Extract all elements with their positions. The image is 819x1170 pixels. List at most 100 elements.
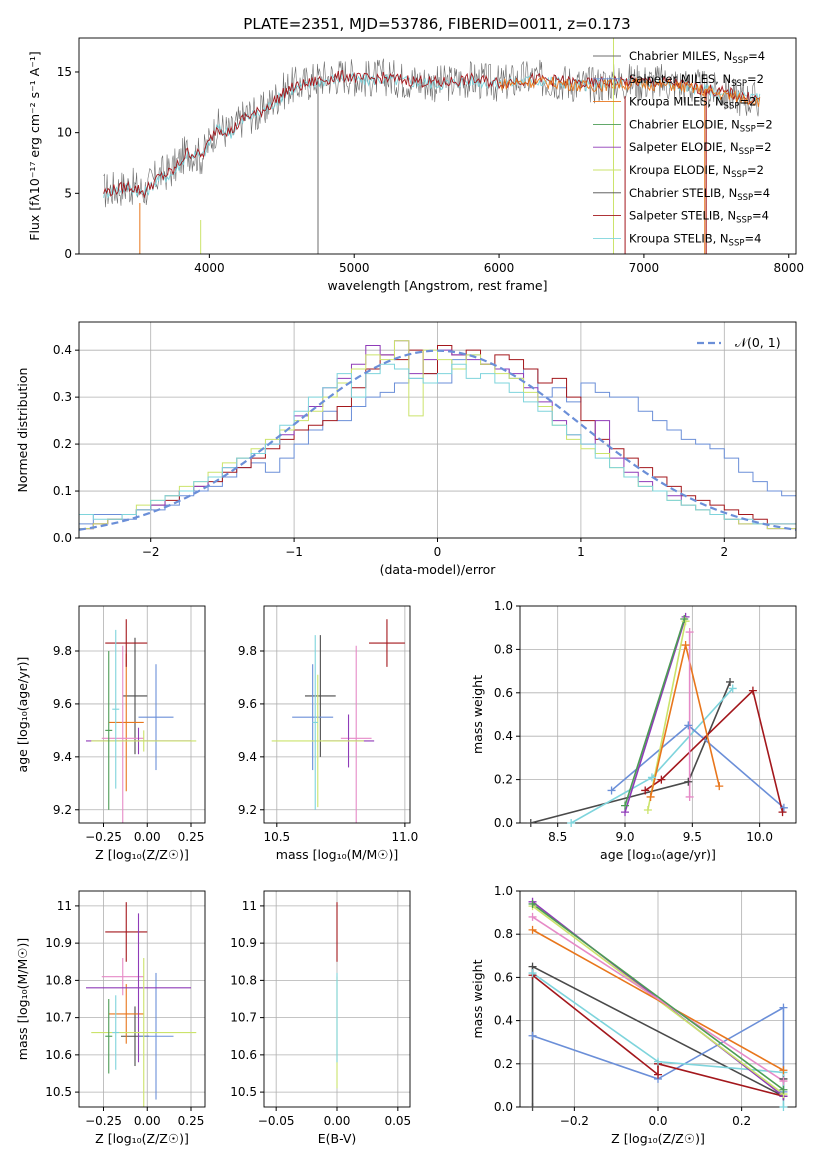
weights_vs_Z-series-line (532, 929, 784, 1071)
legend-label-main: Chabrier STELIB, N (629, 186, 737, 200)
age_vs_mass-xtick-label: 11.0 (392, 830, 419, 844)
residuals-ytick-label: 0.2 (53, 437, 72, 451)
residuals-plot-area (79, 340, 796, 538)
weights_vs_age-series-line (624, 618, 686, 806)
residuals-xtick-label: 0 (434, 545, 442, 559)
spectrum-legend-label: Kroupa STELIB, NSSP=4 (629, 231, 761, 248)
weights_vs_Z-point-marker (779, 1077, 788, 1086)
spectrum-legend-label: Kroupa ELODIE, NSSP=2 (629, 163, 764, 180)
age_vs_mass-ytick-label: 9.4 (238, 750, 257, 764)
mass_vs_Z-xtick-label: 0.00 (134, 1114, 161, 1128)
legend-label-subscript: SSP (729, 238, 745, 248)
weights_vs_age-point-marker (657, 775, 666, 784)
legend-label-tail: =2 (756, 117, 773, 131)
weights_vs_age-ytick-label: 0.6 (494, 686, 513, 700)
legend-label-tail: =4 (748, 49, 765, 63)
residuals-ytick-label: 0.1 (53, 484, 72, 498)
spectrum-legend-label: Salpeter MILES, NSSP=2 (629, 72, 764, 89)
age_vs_Z-ytick-label: 9.4 (53, 750, 72, 764)
weights_vs_age-point-marker (715, 782, 724, 791)
weights_vs_Z-point-marker (528, 925, 537, 934)
mass_vs_ebv-xtick-label: 0.05 (384, 1114, 411, 1128)
age_vs_Z-ytick-label: 9.2 (53, 803, 72, 817)
mass_vs_ebv-ytick-label: 10.9 (230, 936, 257, 950)
legend-label-main: Salpeter MILES, N (629, 72, 731, 86)
weights_vs_Z-point-marker (654, 1070, 662, 1079)
weights_vs_Z-point-marker (654, 1057, 662, 1066)
age_vs_Z-frame (78, 605, 206, 824)
age_vs_mass-ytick-label: 9.2 (238, 803, 257, 817)
legend-label-subscript: SSP (739, 147, 755, 157)
weights_vs_Z-panel: −0.2 0.0 0.2 0.0 0.2 0.4 0.6 0.8 1.0 Z [log₁₀(Z/Z… (470, 884, 797, 1146)
legend-label-main: Kroupa MILES, N (629, 95, 724, 109)
mass_vs_Z-ytick-label: 11 (57, 899, 72, 913)
spectrum-xlabel: wavelength [Angstrom, rest frame] (327, 278, 547, 293)
weights_vs_age-point-marker (748, 686, 757, 695)
figure-title: PLATE=2351, MJD=53786, FIBERID=0011, z=0… (243, 15, 630, 33)
spectrum-panel: 4000 5000 6000 7000 8000 0 5 10 15 wavelength [An… (27, 37, 804, 293)
age_vs_Z-ytick-label: 9.6 (53, 697, 72, 711)
weights_vs_age-point-marker (621, 801, 630, 810)
spectrum-series-line (103, 58, 761, 208)
residuals-ytick-label: 0.3 (53, 390, 72, 404)
residuals-histogram-step (79, 363, 796, 538)
weights_vs_age-point-marker (726, 677, 735, 686)
legend-label-subscript: SSP (740, 124, 756, 134)
legend-label-tail: =4 (752, 209, 769, 223)
residuals-xtick-label: 2 (720, 545, 728, 559)
legend-label-tail: =2 (747, 163, 764, 177)
weights_vs_age-point-marker (684, 721, 693, 730)
weights_vs_Z-point-marker (779, 1066, 788, 1075)
legend-label-main: Salpeter STELIB, N (629, 209, 736, 223)
mass_vs_Z-xtick-label: −0.25 (85, 1114, 122, 1128)
legend-label-tail: =4 (744, 231, 761, 245)
weights_vs_Z-point-marker (779, 1085, 788, 1094)
residuals-ytick-label: 0.4 (53, 343, 72, 357)
weights_vs_age-point-marker (681, 641, 690, 650)
mass_vs_ebv-xlabel: E(B-V) (318, 1131, 357, 1146)
mass_vs_Z-ytick-label: 10.5 (45, 1085, 72, 1099)
weights_vs_age-point-marker (641, 786, 650, 795)
weights_vs_age-ytick-label: 0.0 (494, 816, 513, 830)
weights_vs_Z-ytick-label: 0.4 (494, 1014, 513, 1028)
weights_vs_Z-point-marker (779, 1103, 788, 1111)
mass_vs_Z-xtick-label: 0.25 (178, 1114, 205, 1128)
spectrum-legend-label: Kroupa MILES, NSSP=2 (629, 95, 756, 112)
residuals-xtick-label: 1 (577, 545, 585, 559)
weights_vs_Z-xtick-label: 0.0 (648, 1114, 667, 1128)
mass_vs_ebv-panel: −0.05 0.00 0.05 10.5 10.6 10.7 10.8 10.9 11 E(B-V… (230, 890, 411, 1146)
mass_vs_ebv-xtick-label: 0.00 (324, 1114, 351, 1128)
residuals-ylabel: Normed distribution (15, 368, 30, 493)
residuals-legend-label: 𝒩(0, 1) (735, 335, 781, 350)
mass_vs_Z-frame (78, 890, 206, 1108)
legend-label-subscript: SSP (724, 102, 740, 112)
residuals-xlabel: (data-model)/error (380, 562, 497, 577)
age_vs_Z-xtick-label: 0.00 (134, 830, 161, 844)
weights_vs_Z-point-marker (528, 912, 537, 921)
weights_vs_age-ytick-label: 0.8 (494, 642, 513, 656)
spectrum-xtick-label: 4000 (194, 261, 225, 275)
spectrum-ytick-label: 5 (64, 186, 72, 200)
weights_vs_age-plot-area (530, 616, 785, 823)
spectrum-legend-label: Chabrier ELODIE, NSSP=2 (629, 117, 773, 134)
residuals-gaussian-curve (79, 349, 796, 531)
age_vs_mass-xtick-label: 10.5 (263, 830, 290, 844)
weights_vs_age-series-line (649, 644, 721, 798)
weights_vs_age-point-marker (567, 819, 576, 827)
weights_vs_age-point-marker (684, 777, 693, 786)
weights_vs_Z-ylabel: mass weight (470, 959, 485, 1038)
legend-label-main: Kroupa STELIB, N (629, 231, 729, 245)
weights_vs_Z-series-line (532, 974, 784, 1097)
legend-label-main: Chabrier MILES, N (629, 49, 732, 63)
residuals-panel: −2 −1 0 1 2 0.0 0.1 0.2 0.3 0.4 (data-model)/error… (15, 321, 797, 577)
spectrum-frame (78, 37, 797, 255)
spectrum-xtick-label: 7000 (629, 261, 660, 275)
spectrum-xtick-label: 6000 (484, 261, 515, 275)
weights_vs_age-ytick-label: 1.0 (494, 599, 513, 613)
weights_vs_age-panel: 8.5 9.0 9.5 10.0 0.0 0.2 0.4 0.6 0.8 1.0 age [log₁… (470, 599, 797, 862)
weights_vs_Z-point-marker (528, 969, 537, 978)
weights_vs_age-ytick-label: 0.4 (494, 729, 513, 743)
mass_vs_Z-ytick-label: 10.7 (45, 1011, 72, 1025)
weights_vs_age-xlabel: age [log₁₀(age/yr)] (600, 847, 716, 862)
